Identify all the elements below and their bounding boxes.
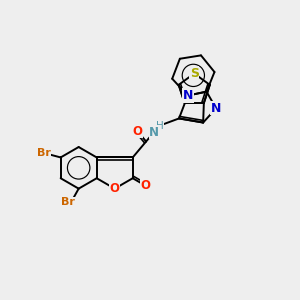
Text: N: N — [211, 102, 221, 115]
Text: N: N — [149, 125, 159, 139]
Text: S: S — [190, 67, 199, 80]
Text: H: H — [156, 121, 163, 130]
Text: O: O — [132, 124, 142, 138]
Text: N: N — [182, 89, 193, 102]
Text: Br: Br — [61, 197, 75, 207]
Text: O: O — [140, 179, 150, 192]
Text: Br: Br — [37, 148, 51, 158]
Text: O: O — [110, 182, 120, 195]
